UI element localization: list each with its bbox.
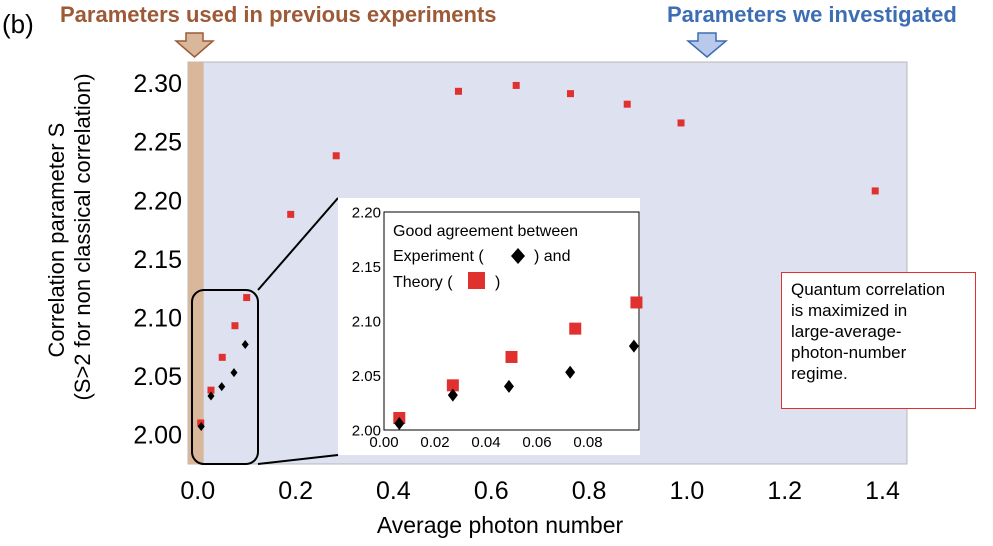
- inset-theory-point: [446, 379, 459, 392]
- inset-legend: Good agreement between Experiment ( ) an…: [393, 223, 578, 291]
- main-theory-point: [677, 119, 685, 127]
- legend-experiment-before: Experiment (: [393, 248, 484, 265]
- investigated-parameters-label: Parameters we investigated: [667, 2, 957, 27]
- inset-theory-point: [505, 350, 518, 363]
- inset-x-tick-label: 0.06: [522, 434, 551, 451]
- inset-background: [338, 198, 640, 455]
- inset-x-tick-label: 0.00: [369, 434, 398, 451]
- main-x-tick-label: 1.2: [767, 477, 802, 505]
- main-theory-point: [207, 386, 215, 394]
- inset-y-tick-label: 2.10: [352, 313, 381, 330]
- main-experiment-point: [230, 368, 238, 378]
- zoom-region-box: [191, 289, 259, 465]
- inset-experiment-point: [447, 388, 458, 402]
- legend-theory-after: ): [495, 274, 500, 291]
- inset-experiment-point: [628, 339, 639, 353]
- inset-y-tick-label: 2.00: [352, 422, 381, 439]
- main-theory-point: [287, 210, 295, 218]
- legend-line-1: Good agreement between: [393, 223, 578, 240]
- y-axis-title-line-2: (S>2 for non classical correlation): [70, 73, 95, 400]
- main-y-tick-label: 2.15: [133, 246, 182, 274]
- main-data-points: [197, 81, 879, 431]
- quantum-correlation-note: Quantum correlation is maximized in larg…: [781, 272, 976, 409]
- main-experiment-point: [207, 391, 215, 401]
- inset-theory-point: [630, 296, 643, 309]
- previous-parameter-region: [188, 62, 204, 464]
- main-theory-point: [871, 187, 879, 195]
- main-x-tick-label: 1.4: [865, 477, 900, 505]
- legend-experiment-diamond-icon: [511, 248, 525, 264]
- main-y-tick-label: 2.10: [133, 304, 182, 332]
- main-y-tick-label: 2.25: [133, 129, 182, 157]
- main-x-tick-label: 0.0: [180, 477, 215, 505]
- legend-theory-before: Theory (: [393, 274, 453, 291]
- main-y-tick-label: 2.05: [133, 363, 182, 391]
- main-theory-point: [566, 90, 574, 98]
- main-theory-point: [218, 353, 226, 361]
- main-x-tick-label: 0.8: [572, 477, 607, 505]
- inset-y-tick-labels: 2.00 2.05 2.10 2.15 2.20: [352, 204, 381, 439]
- main-x-tick-labels: 0.0 0.2 0.4 0.6 0.8 1.0 1.2 1.4: [180, 477, 900, 505]
- main-x-tick-label: 1.0: [670, 477, 705, 505]
- investigated-parameters-arrow: [685, 32, 729, 58]
- inset-plot-area: [383, 211, 640, 431]
- inset-x-tick-label: 0.02: [420, 434, 449, 451]
- main-experiment-point: [241, 339, 249, 349]
- main-y-tick-label: 2.20: [133, 187, 182, 215]
- main-theory-point: [243, 294, 251, 302]
- panel-label: (b): [2, 9, 34, 39]
- main-theory-point: [332, 152, 340, 160]
- inset-experiment-point: [565, 365, 576, 379]
- main-theory-point: [623, 100, 631, 108]
- y-axis-title: Correlation parameter S (S>2 for non cla…: [44, 73, 95, 400]
- inset-y-tick-label: 2.15: [352, 259, 381, 276]
- main-experiment-point: [218, 382, 226, 392]
- main-x-tick-label: 0.4: [376, 477, 411, 505]
- inset-y-tick-label: 2.20: [352, 204, 381, 221]
- zoom-connector-bottom: [257, 454, 339, 465]
- inset-x-tick-labels: 0.00 0.02 0.04 0.06 0.08: [369, 434, 602, 451]
- main-theory-point: [512, 81, 520, 89]
- legend-experiment-after: ) and: [534, 248, 570, 265]
- inset-plot: 2.002.052.102.152.20 0.00 0.02 0.04 0.06 0.0…: [338, 198, 643, 455]
- inset-x-tick-label: 0.08: [573, 434, 602, 451]
- main-x-tick-label: 0.2: [278, 477, 313, 505]
- main-experiment-point: [197, 421, 205, 431]
- main-theory-point: [231, 322, 239, 330]
- main-y-tick-label: 2.00: [133, 422, 182, 450]
- inset-data-points: [393, 296, 643, 430]
- main-y-tick-label: 2.30: [133, 70, 182, 98]
- previous-experiments-arrow: [173, 32, 216, 58]
- legend-theory-square-icon: [468, 272, 485, 289]
- note-text: Quantum correlation is maximized in larg…: [791, 280, 946, 383]
- inset-x-tick-label: 0.04: [471, 434, 500, 451]
- inset-experiment-point: [394, 416, 405, 430]
- main-y-tick-labels: 2.00 2.05 2.10 2.15 2.20 2.25 2.30: [133, 70, 182, 450]
- y-axis-title-line-1: Correlation parameter S: [44, 123, 69, 358]
- zoom-connector-top: [257, 197, 339, 291]
- main-theory-point: [454, 87, 462, 95]
- inset-experiment-point: [503, 379, 514, 393]
- main-x-tick-label: 0.6: [474, 477, 509, 505]
- previous-experiments-label: Parameters used in previous experiments: [60, 2, 497, 27]
- inset-y-tick-label: 2.05: [352, 368, 381, 385]
- inset-theory-point: [569, 322, 582, 335]
- x-axis-title: Average photon number: [377, 512, 624, 538]
